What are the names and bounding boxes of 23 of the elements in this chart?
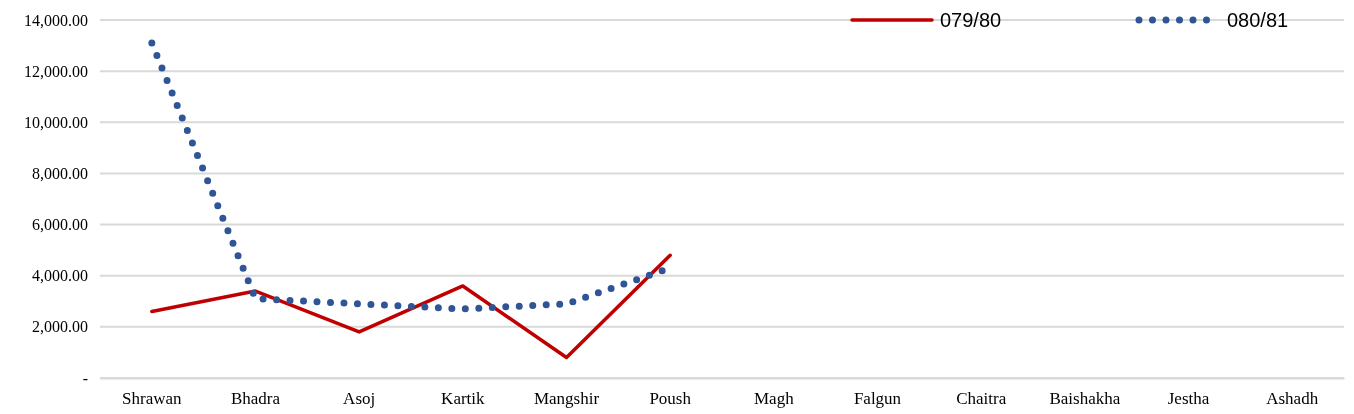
y-tick-label: 2,000.00 (32, 318, 88, 336)
y-tick-label: 14,000.00 (24, 11, 88, 29)
legend-label: 079/80 (940, 9, 1002, 31)
x-tick-label: Mangshir (533, 389, 600, 409)
x-tick-label: Baishakha (1049, 389, 1121, 409)
y-tick-label: 12,000.00 (24, 62, 88, 80)
x-tick-label: Chaitra (956, 389, 1007, 409)
line-series (150, 253, 672, 360)
x-tick-label: Magh (754, 389, 795, 409)
y-tick-label: 8,000.00 (32, 165, 88, 183)
y-tick-label: 6,000.00 (32, 216, 88, 234)
x-tick-label: Shrawan (122, 389, 183, 409)
x-tick-label: Ashadh (1266, 389, 1319, 409)
y-tick-label: - (82, 369, 88, 387)
x-tick-label: Falgun (853, 389, 902, 409)
legend-label: 080/81 (1227, 9, 1289, 31)
y-tick-label: 10,000.00 (24, 113, 88, 131)
x-tick-label: Kartik (441, 389, 486, 409)
x-tick-label: Asoj (343, 389, 376, 409)
y-tick-label: 4,000.00 (32, 267, 88, 285)
x-tick-label: Bhadra (230, 389, 281, 409)
x-tick-label: Poush (649, 389, 692, 409)
x-tick-label: Jestha (1167, 389, 1210, 409)
